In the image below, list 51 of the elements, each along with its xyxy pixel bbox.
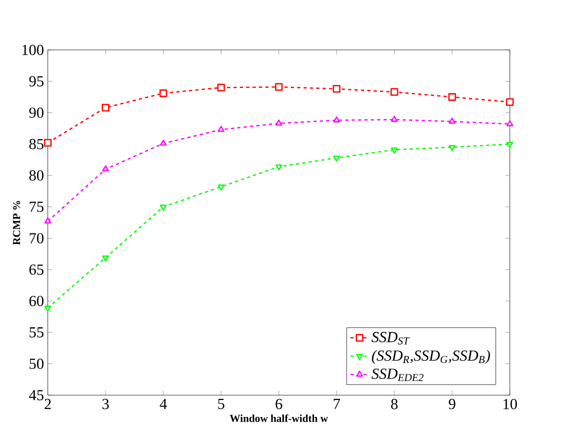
point — [506, 120, 514, 126]
point — [218, 184, 224, 191]
point — [390, 116, 398, 122]
x-tick-label: 3 — [102, 399, 109, 410]
point — [448, 118, 456, 124]
y-tick-label: 95 — [29, 76, 44, 87]
x-axis-title: Window half-width w — [230, 414, 328, 422]
y-tick-label: 55 — [30, 328, 44, 338]
y-tick-label: 75 — [30, 202, 44, 212]
point — [332, 85, 340, 93]
point — [102, 166, 109, 172]
y-tick-label: 80 — [29, 170, 44, 181]
y-tick-label: 45 — [29, 390, 44, 400]
legend-label: (SSD$_{R}$,SSD$_{G}$,SSD$_{B}$) — [372, 350, 490, 364]
y-tick-label: 85 — [29, 139, 44, 150]
y-tick-label: 65 — [29, 264, 44, 275]
x-tick-label: 9 — [448, 399, 456, 410]
point — [275, 164, 282, 171]
point — [160, 204, 167, 211]
point — [275, 83, 283, 92]
point — [390, 148, 398, 154]
x-tick-label: 2 — [44, 399, 51, 410]
point — [448, 93, 456, 102]
point — [160, 140, 167, 146]
point — [218, 126, 224, 132]
legend-label: SSD$_{ST}$ — [372, 332, 410, 345]
point — [333, 116, 340, 123]
point — [506, 142, 514, 148]
point — [102, 256, 109, 262]
x-tick-label: 8 — [391, 399, 398, 410]
x-tick-label: 6 — [276, 399, 282, 410]
x-tick-label: 10 — [504, 399, 517, 410]
point — [44, 139, 52, 147]
x-tick-label: 5 — [218, 399, 224, 410]
x-tick-label: 7 — [334, 399, 340, 410]
y-axis-title: RCMP % — [12, 201, 20, 246]
y-tick-label: 100 — [22, 44, 44, 56]
y-tick-label: 50 — [30, 358, 44, 370]
y-tick-label: 90 — [29, 108, 44, 118]
x-tick-label: 4 — [160, 399, 167, 410]
y-tick-label: 60 — [29, 296, 44, 306]
point — [160, 90, 168, 98]
point — [217, 84, 225, 92]
y-tick-label: 70 — [30, 233, 44, 244]
legend-label: SSD$_{EDE2}$ — [372, 368, 424, 382]
point — [333, 156, 340, 162]
point — [390, 88, 398, 96]
point — [275, 120, 282, 126]
point — [102, 104, 110, 112]
point — [506, 98, 514, 106]
point — [448, 145, 456, 152]
